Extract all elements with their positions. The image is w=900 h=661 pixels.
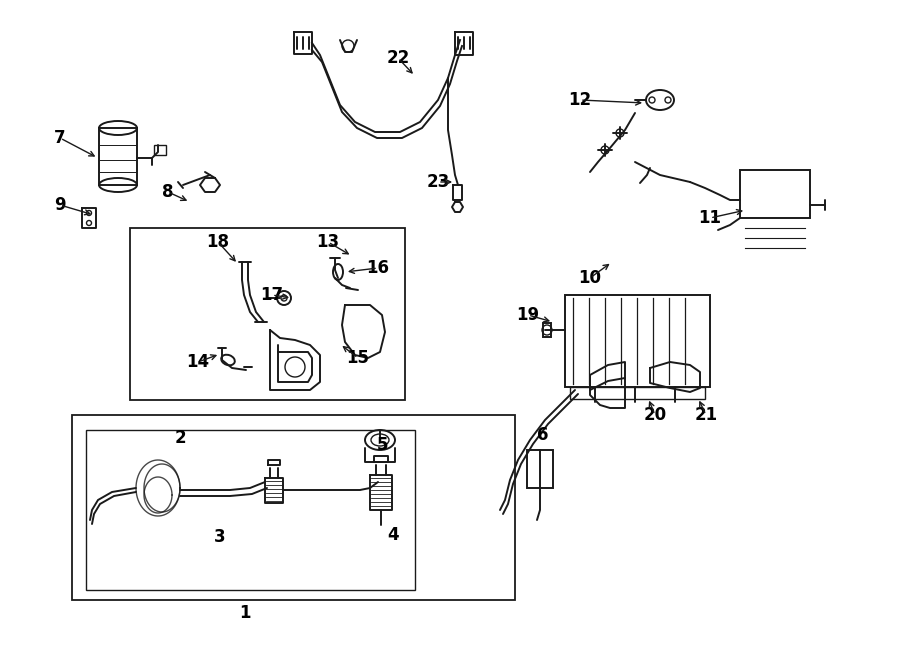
Text: 17: 17	[260, 286, 284, 304]
Bar	[527, 450, 553, 488]
Text: 5: 5	[376, 436, 388, 454]
Text: 19: 19	[517, 306, 540, 324]
Bar	[86, 430, 415, 590]
Text: 12: 12	[569, 91, 591, 109]
Text: 13: 13	[317, 233, 339, 251]
Bar	[154, 145, 166, 155]
Text: 23: 23	[427, 173, 450, 191]
Text: 4: 4	[387, 526, 399, 544]
Text: 8: 8	[162, 183, 174, 201]
Text: 22: 22	[386, 49, 410, 67]
Text: 14: 14	[186, 353, 210, 371]
Text: 15: 15	[346, 349, 370, 367]
Text: 3: 3	[214, 528, 226, 546]
Bar	[570, 387, 705, 399]
Text: 20: 20	[644, 406, 667, 424]
Text: 10: 10	[579, 269, 601, 287]
Text: 21: 21	[695, 406, 717, 424]
Text: 16: 16	[366, 259, 390, 277]
Bar	[543, 323, 551, 337]
Bar	[130, 228, 405, 400]
Text: 18: 18	[206, 233, 230, 251]
Bar	[565, 295, 710, 387]
Text: 7: 7	[54, 129, 66, 147]
Text: 1: 1	[239, 604, 251, 622]
Text: 9: 9	[54, 196, 66, 214]
Bar	[72, 415, 515, 600]
Text: 2: 2	[175, 429, 185, 447]
Text: 11: 11	[698, 209, 722, 227]
Text: 6: 6	[537, 426, 549, 444]
Bar	[740, 170, 810, 218]
Bar	[99, 128, 137, 185]
